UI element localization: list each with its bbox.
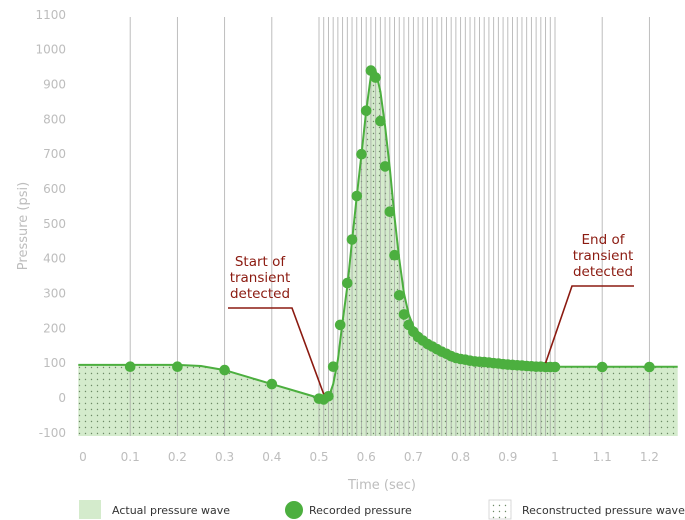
recorded-pressure-point — [375, 115, 386, 127]
x-tick-label: 0.2 — [168, 450, 187, 464]
actual-pressure-area-layer — [78, 70, 678, 436]
x-tick-label: 0.8 — [451, 450, 470, 464]
legend-label-actual: Actual pressure wave — [112, 504, 230, 517]
recorded-pressure-point — [327, 361, 339, 373]
y-tick-label: 700 — [43, 147, 66, 161]
y-tick-label: 100 — [43, 356, 66, 370]
recorded-pressure-point — [384, 206, 396, 217]
recorded-pressure-point — [351, 190, 363, 202]
recorded-pressure-point — [266, 378, 278, 390]
annotation-end-text: detected — [573, 264, 633, 280]
annotation-start-text: Start of — [235, 254, 287, 270]
recorded-pressure-point — [323, 391, 334, 402]
annotation-start-text: detected — [230, 286, 290, 302]
x-tick-label: 0 — [79, 450, 87, 464]
y-tick-label: 900 — [43, 78, 66, 92]
annotation-start-text: transient — [230, 270, 291, 286]
recorded-pressure-point — [172, 361, 183, 373]
y-tick-label: 800 — [43, 112, 66, 126]
recorded-pressure-point — [393, 290, 405, 301]
legend-swatch-reconstructed — [488, 499, 512, 520]
legend-swatch-recorded — [285, 501, 303, 519]
legend: Actual pressure wave Recorded pressure R… — [79, 499, 685, 520]
annotation-end-leader — [544, 285, 634, 364]
x-tick-label: 0.9 — [498, 450, 517, 464]
recorded-pressure-point — [124, 361, 136, 373]
recorded-pressure-point — [596, 361, 608, 373]
y-tick-label: 200 — [43, 321, 66, 335]
y-tick-label: 300 — [43, 287, 66, 301]
recorded-pressure-point — [342, 277, 353, 289]
x-tick-label: 0.7 — [404, 450, 423, 464]
legend-swatch-actual — [79, 500, 101, 519]
recorded-pressure-point — [334, 319, 346, 331]
recorded-pressure-point — [356, 148, 367, 160]
sample-gridlines — [129, 17, 650, 436]
recorded-pressure-point — [370, 72, 381, 83]
y-axis-ticks: -100 0 100 200 300 400 500 600 700 800 900 1000 1100 — [35, 8, 66, 440]
annotation-end-text: End of — [582, 232, 626, 248]
recorded-pressure-point — [360, 105, 372, 116]
annotation-start-leader — [228, 307, 325, 395]
y-tick-label: 500 — [43, 217, 66, 231]
x-tick-label: 1.2 — [640, 450, 659, 464]
y-tick-label: 0 — [58, 391, 66, 405]
annotation-end-text: transient — [573, 248, 634, 264]
legend-label-recorded: Recorded pressure — [309, 504, 412, 517]
x-tick-label: 0.1 — [121, 450, 140, 464]
legend-label-reconstructed: Reconstructed pressure wave — [522, 504, 685, 517]
x-tick-label: 0.6 — [357, 450, 376, 464]
x-axis-title: Time (sec) — [347, 478, 416, 493]
recorded-pressure-points — [124, 65, 655, 405]
x-tick-label: 1.1 — [593, 450, 612, 464]
x-tick-label: 0.3 — [215, 450, 234, 464]
y-tick-label: 1000 — [35, 43, 66, 57]
y-axis-title: Pressure (psi) — [16, 182, 31, 270]
reconstructed-pressure-area — [78, 70, 678, 436]
recorded-pressure-point — [398, 309, 410, 320]
y-tick-label: 400 — [43, 252, 66, 266]
recorded-pressure-point — [379, 161, 391, 172]
y-tick-label: 600 — [43, 182, 66, 196]
recorded-pressure-point — [549, 361, 561, 373]
recorded-pressure-point — [644, 361, 655, 373]
x-tick-label: 1 — [551, 450, 559, 464]
y-tick-label: -100 — [39, 426, 66, 440]
x-tick-label: 0.4 — [262, 450, 281, 464]
x-axis-ticks: 0 0.1 0.2 0.3 0.4 0.5 0.6 0.7 0.8 0.9 1 1.1 1.2 — [79, 450, 659, 464]
y-tick-label: 1100 — [35, 8, 66, 22]
recorded-pressure-point — [346, 234, 358, 245]
x-tick-label: 0.5 — [309, 450, 328, 464]
recorded-pressure-point — [219, 364, 230, 376]
recorded-pressure-point — [389, 249, 400, 261]
